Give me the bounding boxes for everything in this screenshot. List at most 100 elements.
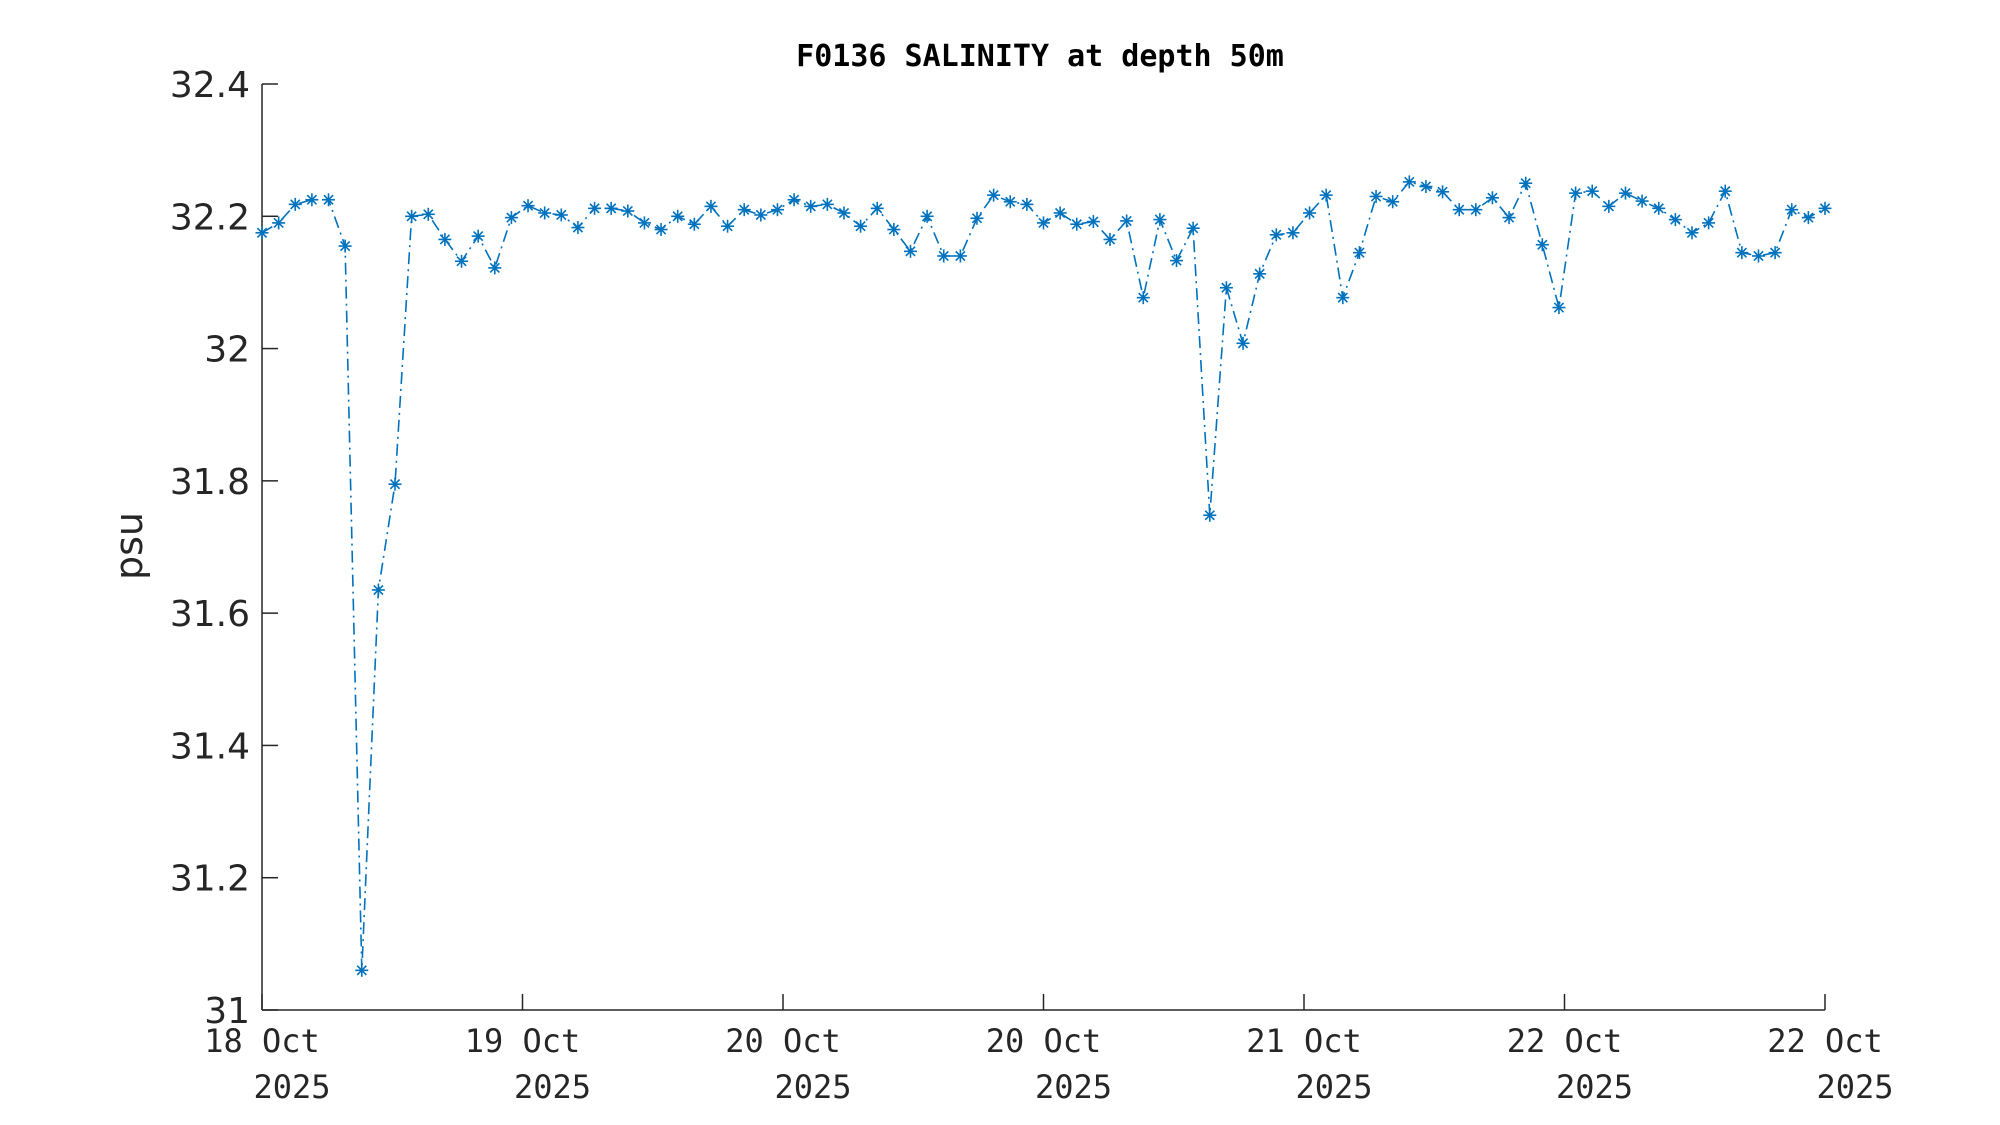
data-point <box>770 203 784 217</box>
data-point <box>1336 291 1350 305</box>
data-point <box>1485 191 1499 205</box>
data-point <box>1319 188 1333 202</box>
data-point <box>1386 195 1400 209</box>
data-point <box>1552 301 1566 315</box>
data-point <box>1236 336 1250 350</box>
data-point <box>1269 228 1283 242</box>
data-point <box>870 201 884 215</box>
data-point <box>1602 199 1616 213</box>
data-point <box>355 963 369 977</box>
data-point <box>1352 246 1366 260</box>
x-tick-label-date: 18 Oct <box>204 1022 320 1060</box>
data-point <box>687 217 701 231</box>
data-point <box>471 229 485 243</box>
x-tick-label-date: 21 Oct <box>1246 1022 1362 1060</box>
data-point <box>1718 184 1732 198</box>
data-point <box>1003 195 1017 209</box>
x-tick-label-year: 2025 <box>1816 1068 1893 1106</box>
y-tick-label: 32.2 <box>170 197 250 238</box>
data-point <box>1203 508 1217 522</box>
y-tick-label: 32 <box>204 330 250 371</box>
data-point <box>1569 186 1583 200</box>
data-point <box>604 201 618 215</box>
data-point <box>1801 211 1815 225</box>
data-point <box>255 226 269 240</box>
x-tick-label-year: 2025 <box>1035 1068 1112 1106</box>
y-tick-label: 31.2 <box>170 859 250 900</box>
x-tick-label-date: 19 Oct <box>465 1022 581 1060</box>
data-point <box>338 239 352 253</box>
data-point <box>1702 216 1716 230</box>
data-point <box>637 216 651 230</box>
data-point <box>1303 206 1317 220</box>
data-point <box>970 211 984 225</box>
data-point <box>837 206 851 220</box>
data-point <box>903 244 917 258</box>
data-point <box>1652 201 1666 215</box>
data-point <box>1768 246 1782 260</box>
data-point <box>1219 281 1233 295</box>
data-point <box>953 249 967 263</box>
y-tick-label: 32.4 <box>170 65 250 106</box>
data-point <box>1103 232 1117 246</box>
data-point <box>621 204 635 218</box>
data-point <box>504 211 518 225</box>
data-point <box>887 223 901 237</box>
data-point <box>920 209 934 223</box>
data-point <box>1685 226 1699 240</box>
data-point <box>554 208 568 222</box>
data-point <box>1751 249 1765 263</box>
data-point <box>1469 203 1483 217</box>
y-ticks: 31 31.2 31.4 31.6 31.8 32 32.2 32.4 <box>170 65 278 1032</box>
chart-title: F0136 SALINITY at depth 50m <box>796 39 1284 74</box>
data-point <box>438 232 452 246</box>
data-point <box>1369 189 1383 203</box>
y-tick-label: 31.4 <box>170 726 250 767</box>
data-point <box>322 193 336 207</box>
data-point <box>1535 238 1549 252</box>
data-point <box>820 197 834 211</box>
data-point <box>1585 184 1599 198</box>
x-ticks: 18 Oct 2025 19 Oct 2025 20 Oct 2025 20 Oct 2025… <box>204 994 1894 1106</box>
data-point <box>538 206 552 220</box>
data-point <box>1037 216 1050 230</box>
data-point <box>1186 221 1200 235</box>
data-point <box>1635 194 1649 208</box>
data-point <box>421 207 435 221</box>
data-point <box>1402 175 1416 189</box>
data-point <box>1436 185 1450 199</box>
data-point <box>654 223 668 237</box>
data-point <box>288 197 302 211</box>
data-point <box>721 219 735 233</box>
data-point <box>704 199 718 213</box>
data-point <box>1785 203 1799 217</box>
data-point <box>671 209 685 223</box>
data-point <box>488 261 502 275</box>
x-tick-label-date: 22 Oct <box>1767 1022 1883 1060</box>
data-point <box>1070 217 1084 231</box>
data-point <box>1153 213 1167 227</box>
data-point <box>1818 201 1832 215</box>
data-point <box>1419 180 1433 194</box>
data-point <box>1020 197 1034 211</box>
data-point <box>388 477 402 491</box>
data-point <box>1735 246 1749 260</box>
data-point <box>1668 213 1682 227</box>
data-point <box>371 583 385 597</box>
y-tick-label: 31 <box>204 991 250 1032</box>
data-point <box>272 216 286 230</box>
data-point <box>854 219 868 233</box>
data-point <box>754 208 768 222</box>
data-point <box>1136 291 1150 305</box>
x-tick-label-date: 20 Oct <box>986 1022 1102 1060</box>
data-point <box>588 201 602 215</box>
data-point <box>1120 214 1134 228</box>
data-point <box>987 188 1001 202</box>
data-point <box>405 209 419 223</box>
x-tick-label-date: 20 Oct <box>725 1022 841 1060</box>
data-point <box>787 193 801 207</box>
data-point <box>455 254 469 268</box>
x-tick-label-year: 2025 <box>253 1068 330 1106</box>
data-point <box>521 199 535 213</box>
data-point <box>1286 226 1300 240</box>
